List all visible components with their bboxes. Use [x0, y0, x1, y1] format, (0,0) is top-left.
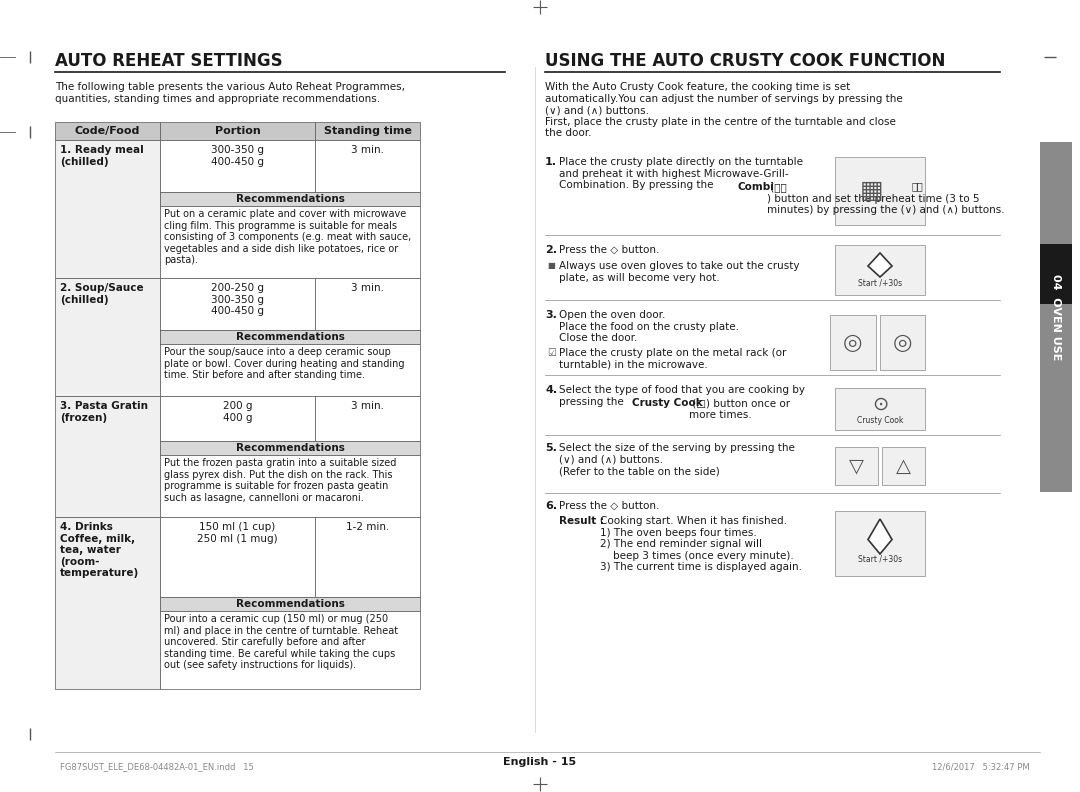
Bar	[315, 517, 420, 597]
Text: ■: ■	[546, 261, 555, 270]
Text: 抹山: 抹山	[912, 181, 923, 191]
Bar	[160, 441, 420, 455]
Text: △: △	[896, 456, 912, 475]
Text: AUTO REHEAT SETTINGS: AUTO REHEAT SETTINGS	[55, 52, 283, 70]
Bar	[160, 517, 315, 597]
Text: Always use oven gloves to take out the crusty
plate, as will become very hot.: Always use oven gloves to take out the c…	[559, 261, 799, 283]
Bar	[835, 245, 924, 295]
Text: 2. Soup/Sauce
(chilled): 2. Soup/Sauce (chilled)	[60, 283, 144, 305]
Bar	[55, 278, 160, 396]
Bar	[160, 122, 315, 140]
Text: Portion: Portion	[215, 126, 260, 136]
Text: 3 min.: 3 min.	[351, 401, 384, 411]
Text: 1.: 1.	[545, 157, 557, 167]
Text: ▦: ▦	[860, 179, 883, 203]
Text: 1. Ready meal
(chilled): 1. Ready meal (chilled)	[60, 145, 144, 166]
Bar	[160, 140, 315, 192]
Text: 3. Pasta Gratin
(frozen): 3. Pasta Gratin (frozen)	[60, 401, 148, 423]
Text: Code/Food: Code/Food	[75, 126, 140, 136]
Text: Recommendations: Recommendations	[235, 332, 345, 342]
Bar	[835, 157, 924, 225]
Text: Start /+30s: Start /+30s	[858, 555, 902, 564]
Text: ⊙: ⊙	[872, 394, 888, 413]
Text: Standing time: Standing time	[324, 126, 411, 136]
Bar	[1040, 244, 1072, 304]
Text: 2.: 2.	[545, 245, 557, 255]
Bar	[160, 455, 420, 517]
Bar	[55, 140, 160, 278]
Text: 150 ml (1 cup)
250 ml (1 mug): 150 ml (1 cup) 250 ml (1 mug)	[198, 522, 278, 543]
Text: 200 g
400 g: 200 g 400 g	[222, 401, 253, 423]
Text: 3 min.: 3 min.	[351, 145, 384, 155]
Text: 3.: 3.	[545, 310, 557, 320]
Text: With the Auto Crusty Cook feature, the cooking time is set
automatically.You can: With the Auto Crusty Cook feature, the c…	[545, 82, 903, 139]
Text: Select the size of the serving by pressing the
(∨) and (∧) buttons.
(Refer to th: Select the size of the serving by pressi…	[559, 443, 795, 476]
Text: 04  OVEN USE: 04 OVEN USE	[1051, 274, 1061, 360]
Text: (抹山
) button and set the preheat time (3 to 5
minutes) by pressing the (∨) and (: (抹山 ) button and set the preheat time (3…	[767, 182, 1004, 215]
Bar	[315, 140, 420, 192]
Text: Combi: Combi	[737, 182, 774, 192]
Text: Press the ◇ button.: Press the ◇ button.	[559, 501, 660, 511]
Text: 4.: 4.	[545, 385, 557, 395]
Bar	[160, 330, 420, 344]
Text: 12/6/2017   5:32:47 PM: 12/6/2017 5:32:47 PM	[932, 762, 1030, 771]
Bar	[55, 517, 160, 689]
Bar	[160, 611, 420, 689]
Polygon shape	[868, 253, 892, 277]
Bar	[835, 388, 924, 430]
Bar	[831, 315, 876, 370]
Text: 4. Drinks
Coffee, milk,
tea, water
(room-
temperature): 4. Drinks Coffee, milk, tea, water (room…	[60, 522, 139, 578]
Text: FG87SUST_ELE_DE68-04482A-01_EN.indd   15: FG87SUST_ELE_DE68-04482A-01_EN.indd 15	[60, 762, 254, 771]
Text: 5.: 5.	[545, 443, 557, 453]
Text: (□) button once or
more times.: (□) button once or more times.	[689, 398, 791, 420]
Text: ☑: ☑	[546, 348, 556, 358]
Bar	[160, 278, 315, 330]
Text: Result :: Result :	[559, 516, 604, 526]
Text: ▽: ▽	[849, 456, 864, 475]
Text: Press the ◇ button.: Press the ◇ button.	[559, 245, 660, 255]
Polygon shape	[868, 519, 892, 554]
Text: Pour the soup/sauce into a deep ceramic soup
plate or bowl. Cover during heating: Pour the soup/sauce into a deep ceramic …	[164, 347, 405, 380]
Text: English - 15: English - 15	[503, 757, 577, 767]
Bar	[160, 192, 420, 206]
Bar	[160, 597, 420, 611]
Bar	[1040, 142, 1072, 492]
Text: Recommendations: Recommendations	[235, 194, 345, 204]
Text: 6.: 6.	[545, 501, 557, 511]
Text: ◎: ◎	[843, 333, 863, 352]
Bar	[160, 344, 420, 396]
Text: Put the frozen pasta gratin into a suitable sized
glass pyrex dish. Put the dish: Put the frozen pasta gratin into a suita…	[164, 458, 396, 503]
Text: Cooking start. When it has finished.
1) The oven beeps four times.
2) The end re: Cooking start. When it has finished. 1) …	[600, 516, 802, 573]
Text: Crusty Cook: Crusty Cook	[856, 416, 903, 425]
Text: Select the type of food that you are cooking by
pressing the: Select the type of food that you are coo…	[559, 385, 805, 406]
Bar	[835, 511, 924, 576]
Text: USING THE AUTO CRUSTY COOK FUNCTION: USING THE AUTO CRUSTY COOK FUNCTION	[545, 52, 945, 70]
Text: Recommendations: Recommendations	[235, 599, 345, 609]
Bar	[315, 122, 420, 140]
Text: Recommendations: Recommendations	[235, 443, 345, 453]
Text: 1-2 min.: 1-2 min.	[346, 522, 389, 532]
Text: Put on a ceramic plate and cover with microwave
cling film. This programme is su: Put on a ceramic plate and cover with mi…	[164, 209, 411, 265]
Bar	[879, 315, 924, 370]
Bar	[315, 278, 420, 330]
Bar	[882, 447, 924, 485]
Text: 200-250 g
300-350 g
400-450 g: 200-250 g 300-350 g 400-450 g	[211, 283, 264, 316]
Bar	[55, 396, 160, 517]
Text: The following table presents the various Auto Reheat Programmes,
quantities, sta: The following table presents the various…	[55, 82, 405, 104]
Text: Place the crusty plate directly on the turntable
and preheat it with highest Mic: Place the crusty plate directly on the t…	[559, 157, 804, 190]
Bar	[55, 122, 160, 140]
Bar	[160, 396, 315, 441]
Bar	[315, 396, 420, 441]
Text: ◎: ◎	[892, 333, 912, 352]
Text: 3 min.: 3 min.	[351, 283, 384, 293]
Bar	[160, 206, 420, 278]
Text: Crusty Cook: Crusty Cook	[632, 398, 703, 408]
Text: 300-350 g
400-450 g: 300-350 g 400-450 g	[211, 145, 264, 166]
Bar	[835, 447, 878, 485]
Text: Start /+30s: Start /+30s	[858, 278, 902, 287]
Text: Open the oven door.
Place the food on the crusty plate.
Close the door.: Open the oven door. Place the food on th…	[559, 310, 739, 343]
Text: Place the crusty plate on the metal rack (or
turntable) in the microwave.: Place the crusty plate on the metal rack…	[559, 348, 786, 370]
Text: Pour into a ceramic cup (150 ml) or mug (250
ml) and place in the centre of turn: Pour into a ceramic cup (150 ml) or mug …	[164, 614, 399, 670]
